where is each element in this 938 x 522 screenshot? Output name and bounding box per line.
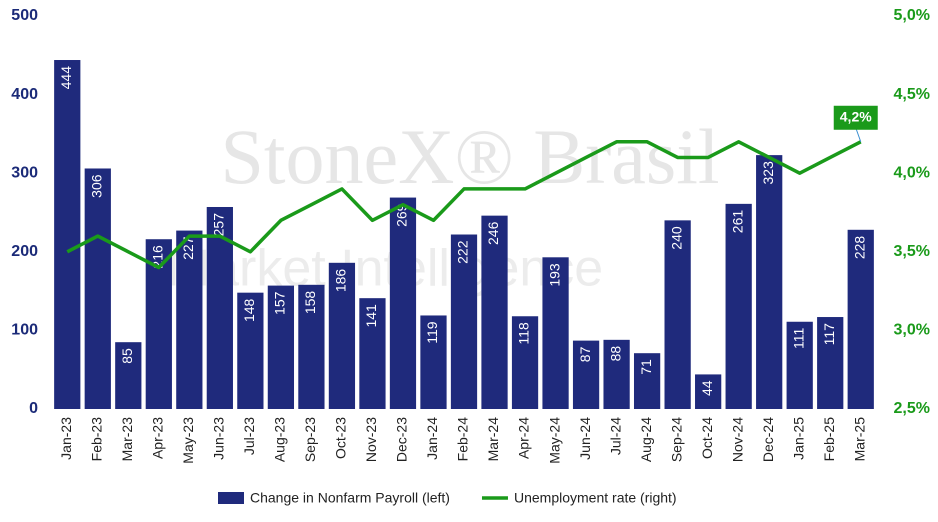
bar xyxy=(664,220,691,409)
y2-tick-label: 4,0% xyxy=(894,164,930,181)
bar-value-label: 148 xyxy=(241,298,257,322)
x-tick-label: Aug-23 xyxy=(272,417,288,462)
x-tick-label: Nov-23 xyxy=(363,417,379,462)
y2-tick-label: 2,5% xyxy=(894,400,930,417)
line-value-label: 4,2% xyxy=(840,108,872,124)
y-tick-label: 100 xyxy=(11,322,38,339)
bar xyxy=(695,374,722,409)
x-tick-label: Sep-23 xyxy=(302,417,318,462)
bar-value-label: 88 xyxy=(607,346,623,362)
bar xyxy=(817,317,844,409)
y-tick-label: 500 xyxy=(11,7,38,24)
bar xyxy=(511,316,539,409)
x-tick-label: Feb-24 xyxy=(455,417,471,462)
x-tick-label: Nov-24 xyxy=(729,417,745,462)
bar xyxy=(572,340,600,409)
bar xyxy=(786,321,813,409)
bar xyxy=(54,60,81,410)
x-tick-label: Jul-23 xyxy=(241,417,257,455)
bar xyxy=(450,234,478,409)
line xyxy=(66,140,862,270)
bar-value-label: 71 xyxy=(638,359,654,375)
legend-label: Unemployment rate (right) xyxy=(514,490,677,506)
bar xyxy=(420,315,447,409)
bar xyxy=(725,203,752,409)
bar-value-label: 119 xyxy=(424,321,440,344)
x-tick-label: Mar-23 xyxy=(119,417,135,462)
x-tick-label: Feb-23 xyxy=(88,417,104,462)
x-tick-label: Jul-24 xyxy=(607,417,623,455)
x-tick-label: Mar-24 xyxy=(485,417,501,462)
y2-tick-label: 3,5% xyxy=(894,243,930,260)
bar-value-label: 157 xyxy=(272,291,288,315)
bar-value-label: 186 xyxy=(333,269,349,293)
bar-value-label: 193 xyxy=(546,263,562,287)
bar-value-label: 111 xyxy=(790,328,806,349)
bar xyxy=(542,257,569,409)
annotation-leader xyxy=(855,127,862,142)
bar-value-label: 261 xyxy=(729,210,745,234)
y2-tick-label: 3,0% xyxy=(894,322,930,339)
bar xyxy=(115,342,142,409)
bar xyxy=(633,353,661,409)
bar xyxy=(756,155,783,409)
bar-value-label: 257 xyxy=(211,213,227,237)
bar xyxy=(359,298,386,409)
annotation-box xyxy=(833,105,878,130)
bar-value-label: 228 xyxy=(851,236,867,260)
watermark-subtitle: Market Intelligence xyxy=(167,240,603,298)
bar-value-label: 117 xyxy=(821,323,837,346)
y-tick-label: 200 xyxy=(11,243,38,260)
bar xyxy=(267,285,295,409)
x-tick-label: Dec-23 xyxy=(394,417,410,462)
legend-swatch xyxy=(218,492,244,504)
bar xyxy=(298,284,325,409)
bar-value-label: 323 xyxy=(760,161,776,185)
bar xyxy=(603,339,630,409)
legend-label: Change in Nonfarm Payroll (left) xyxy=(250,490,450,506)
bar xyxy=(84,168,111,409)
bar-value-label: 141 xyxy=(363,304,379,328)
bar-value-label: 444 xyxy=(58,66,74,90)
x-tick-label: Jun-23 xyxy=(211,417,227,460)
y2-tick-label: 5,0% xyxy=(894,7,930,24)
bar xyxy=(847,229,874,409)
x-tick-label: Apr-24 xyxy=(516,417,532,459)
bar xyxy=(481,215,508,409)
bar xyxy=(237,292,264,409)
x-tick-label: Oct-24 xyxy=(699,417,715,459)
bar-value-label: 240 xyxy=(668,226,684,250)
bar-value-label: 246 xyxy=(485,221,501,245)
bar xyxy=(176,230,203,409)
x-tick-label: Mar-25 xyxy=(851,417,867,462)
x-tick-label: Aug-24 xyxy=(638,417,654,462)
y-tick-label: 400 xyxy=(11,86,38,103)
y-tick-label: 300 xyxy=(11,164,38,181)
x-tick-label: Dec-24 xyxy=(760,417,776,462)
x-tick-label: Jan-23 xyxy=(58,417,74,460)
bar-value-label: 158 xyxy=(302,291,318,315)
bar-value-label: 118 xyxy=(516,322,532,345)
x-tick-label: Oct-23 xyxy=(333,417,349,459)
x-tick-label: Feb-25 xyxy=(821,417,837,462)
bar-value-label: 85 xyxy=(119,348,135,364)
bar-value-label: 222 xyxy=(455,240,471,264)
bar xyxy=(328,262,356,409)
bar-value-label: 87 xyxy=(577,346,593,362)
x-tick-label: May-24 xyxy=(546,417,562,464)
watermark: StoneX® Brasil xyxy=(220,113,719,200)
y2-tick-label: 4,5% xyxy=(894,86,930,103)
bar-value-label: 44 xyxy=(699,380,715,396)
bar-value-label: 306 xyxy=(88,174,104,198)
x-tick-label: Jan-24 xyxy=(424,417,440,460)
x-tick-label: Apr-23 xyxy=(150,417,166,459)
x-tick-label: May-23 xyxy=(180,417,196,464)
x-tick-label: Sep-24 xyxy=(668,417,684,462)
y-tick-label: 0 xyxy=(29,400,38,417)
x-tick-label: Jun-24 xyxy=(577,417,593,460)
bar xyxy=(389,197,417,409)
x-tick-label: Jan-25 xyxy=(790,417,806,460)
